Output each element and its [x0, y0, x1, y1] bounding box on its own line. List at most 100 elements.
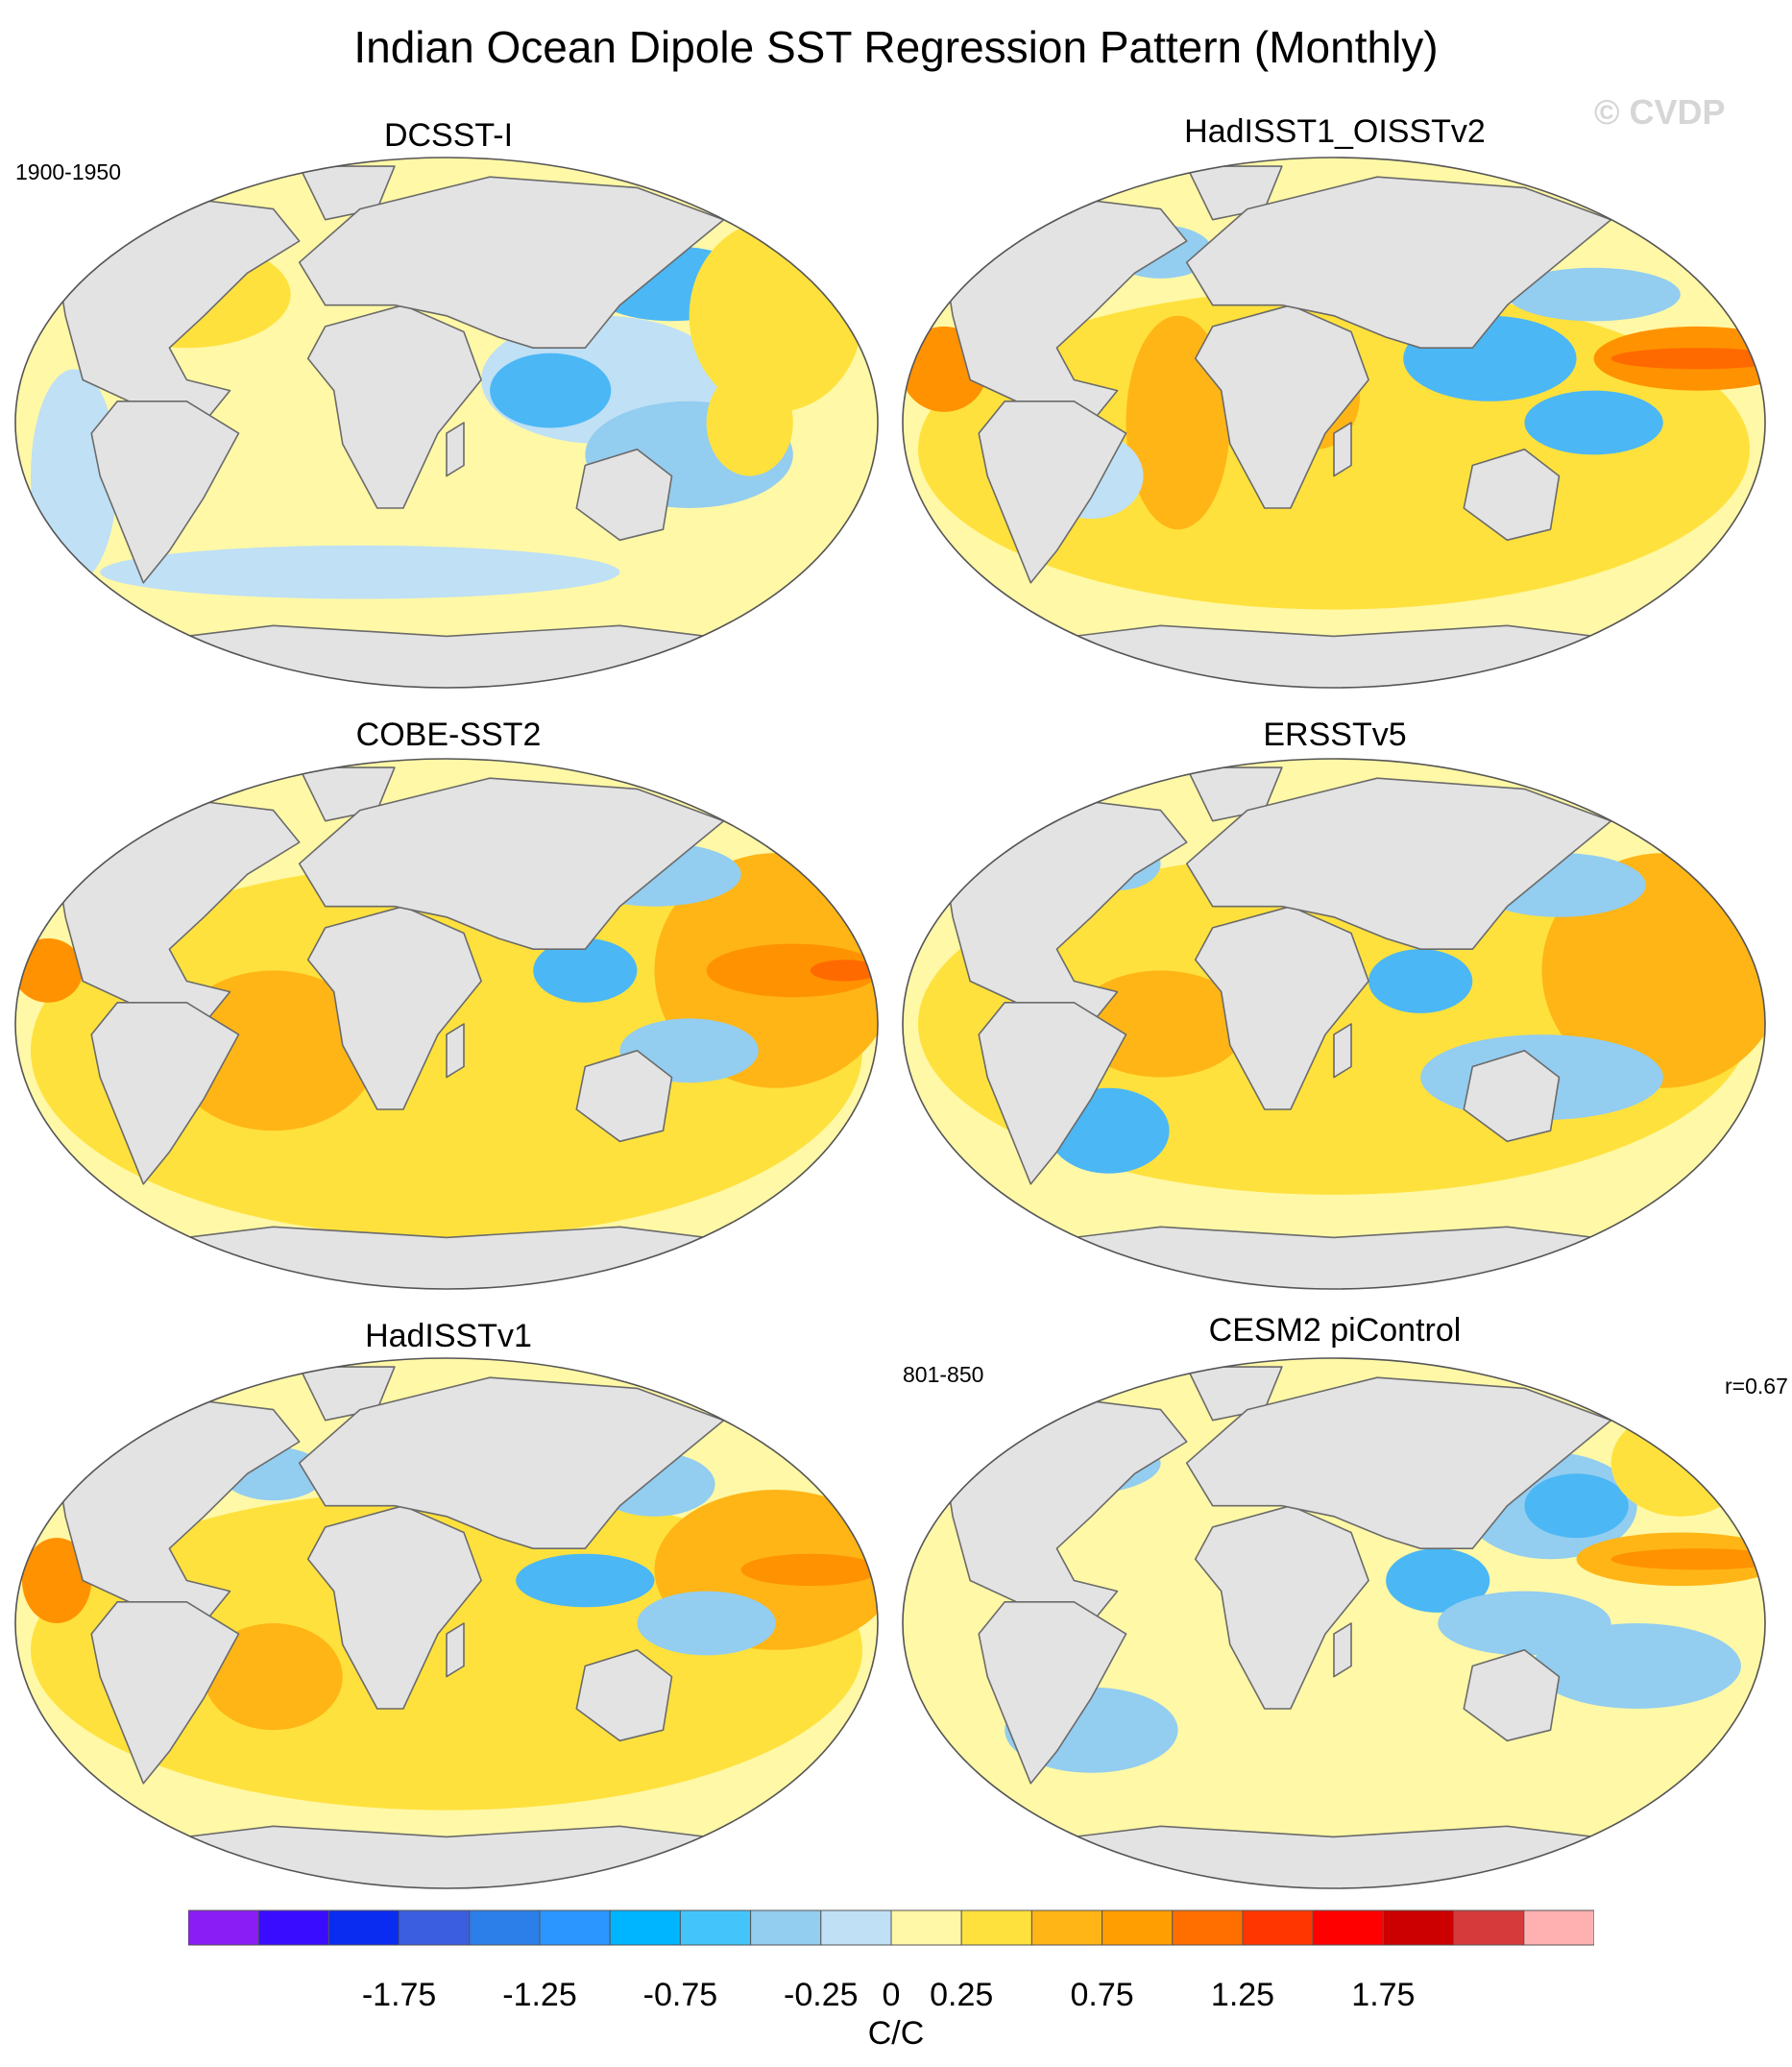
map-cesm2 [902, 1357, 1766, 1889]
colorbar-tick-label: -0.25 [784, 1977, 859, 2013]
land-mass [298, 1376, 725, 1549]
anomaly-region [1610, 1548, 1765, 1570]
map-border [14, 1357, 879, 1889]
land-mass [943, 1398, 1188, 1624]
anomaly-region [100, 545, 620, 599]
colorbar-swatch [1242, 1909, 1314, 1946]
panel-title-cobe: COBE-SST2 [355, 717, 542, 753]
land-mass [978, 1002, 1127, 1185]
anomaly-region [1386, 1548, 1490, 1613]
map-border [14, 758, 879, 1290]
anomaly-region [169, 970, 377, 1131]
colorbar-swatch [609, 1909, 681, 1946]
land-mass [1463, 1648, 1561, 1742]
colorbar-swatch [1453, 1909, 1525, 1946]
anomaly-region [1533, 1623, 1741, 1709]
cvdp-watermark: © CVDP [1594, 92, 1726, 132]
map-hadisstv1 [14, 1357, 879, 1889]
colorbar-swatch [1102, 1909, 1174, 1946]
panel-period-label: 801-850 [903, 1362, 984, 1387]
land-mass [306, 1504, 482, 1710]
land-mass [56, 1398, 301, 1624]
land-mass [1185, 176, 1612, 349]
land-mass [1333, 1023, 1352, 1079]
land-mass [943, 197, 1188, 424]
anomaly-region [1368, 949, 1473, 1013]
anomaly-region [204, 1623, 343, 1731]
anomaly-region [810, 960, 878, 982]
land-mass [446, 422, 465, 477]
anomaly-region [1524, 390, 1663, 455]
colorbar-swatch [679, 1909, 752, 1946]
panel-period-label: 1900-1950 [15, 159, 121, 184]
figure-title: Indian Ocean Dipole SST Regression Patte… [353, 22, 1439, 72]
colorbar-swatch [257, 1909, 329, 1946]
land-mass [1463, 1049, 1561, 1143]
colorbar-tick-label: -1.25 [502, 1977, 577, 2013]
land-mass [978, 1601, 1127, 1785]
colorbar-swatch [890, 1909, 962, 1946]
land-mass [943, 798, 1188, 1025]
colorbar-swatch [820, 1909, 892, 1946]
colorbar-tick-label: 1.25 [1210, 1977, 1275, 2013]
land-mass [978, 401, 1127, 584]
land-mass [1333, 1622, 1352, 1678]
land-mass [56, 197, 301, 424]
anomaly-region [637, 1591, 776, 1656]
anomaly-region [1610, 1409, 1750, 1517]
land-mass [306, 905, 482, 1110]
anomaly-region [740, 1553, 878, 1587]
colorbar-swatch [750, 1909, 822, 1946]
colorbar-swatch [1312, 1909, 1384, 1946]
anomaly-region [706, 369, 793, 476]
colorbar-swatch [469, 1909, 541, 1946]
anomaly-region [1524, 1473, 1629, 1539]
land-mass [56, 798, 301, 1025]
map-dcsst [14, 157, 879, 689]
colorbar-swatch [1030, 1909, 1103, 1946]
land-mass [446, 1622, 465, 1678]
map-cobe [14, 758, 879, 1290]
panel-title-cesm2: CESM2 piControl [1208, 1312, 1462, 1349]
colorbar-swatch [399, 1909, 471, 1946]
land-mass [1194, 905, 1369, 1110]
colorbar-swatch [539, 1909, 611, 1946]
anomaly-region [533, 938, 638, 1003]
land-mass [575, 1049, 673, 1143]
anomaly-region [1507, 267, 1681, 322]
panel-title-dcsst: DCSST-I [383, 117, 514, 154]
land-mass [298, 176, 725, 349]
panel-title-hadisst1-oisstv2: HadISST1_OISSTv2 [1184, 113, 1486, 150]
colorbar-tick-label: -0.75 [642, 1977, 718, 2013]
map-hadisst1-oisstv2 [902, 157, 1766, 689]
colorbar-unit-label: C/C [867, 2015, 925, 2052]
colorbar-tick-label: 0.75 [1070, 1977, 1134, 2013]
panel-title-hadisstv1: HadISSTv1 [365, 1318, 532, 1354]
colorbar-swatch [188, 1909, 259, 1946]
colorbar-swatch [960, 1909, 1032, 1946]
map-border [902, 157, 1766, 689]
land-mass [446, 1023, 465, 1079]
colorbar-tick-label: 0 [882, 1977, 901, 2013]
land-mass [90, 401, 240, 584]
colorbar-tick-label: 0.25 [930, 1977, 994, 2013]
map-border [14, 157, 879, 689]
land-mass [1185, 1376, 1612, 1549]
land-mass [298, 777, 725, 950]
anomaly-region [1610, 348, 1765, 370]
panel-title-ersst: ERSSTv5 [1263, 717, 1407, 753]
land-mass [90, 1002, 240, 1185]
land-mass [1333, 422, 1352, 477]
land-mass [575, 448, 673, 542]
land-mass [1185, 777, 1612, 950]
colorbar-tick-label: -1.75 [361, 1977, 437, 2013]
land-mass [306, 304, 482, 509]
colorbar [188, 1909, 1594, 1946]
colorbar-swatch [1382, 1909, 1455, 1946]
colorbar-swatch [327, 1909, 400, 1946]
anomaly-region [22, 1538, 92, 1623]
colorbar-swatch [1523, 1909, 1594, 1946]
land-mass [1194, 304, 1369, 509]
land-mass [1194, 1504, 1369, 1710]
anomaly-region [490, 353, 612, 428]
